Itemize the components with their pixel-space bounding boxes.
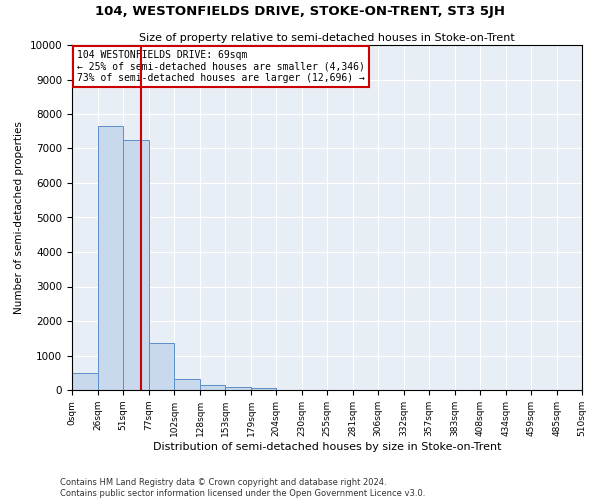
Text: Contains HM Land Registry data © Crown copyright and database right 2024.
Contai: Contains HM Land Registry data © Crown c… <box>60 478 425 498</box>
Bar <box>149 344 174 390</box>
Bar <box>174 380 200 390</box>
Bar <box>72 373 98 390</box>
Bar <box>251 388 276 390</box>
Text: 104, WESTONFIELDS DRIVE, STOKE-ON-TRENT, ST3 5JH: 104, WESTONFIELDS DRIVE, STOKE-ON-TRENT,… <box>95 5 505 18</box>
Bar <box>123 140 149 390</box>
Bar <box>98 126 123 390</box>
Text: 104 WESTONFIELDS DRIVE: 69sqm
← 25% of semi-detached houses are smaller (4,346)
: 104 WESTONFIELDS DRIVE: 69sqm ← 25% of s… <box>77 50 365 84</box>
Title: Size of property relative to semi-detached houses in Stoke-on-Trent: Size of property relative to semi-detach… <box>139 33 515 43</box>
Y-axis label: Number of semi-detached properties: Number of semi-detached properties <box>14 121 24 314</box>
X-axis label: Distribution of semi-detached houses by size in Stoke-on-Trent: Distribution of semi-detached houses by … <box>153 442 501 452</box>
Bar <box>225 386 251 390</box>
Bar <box>200 385 225 390</box>
